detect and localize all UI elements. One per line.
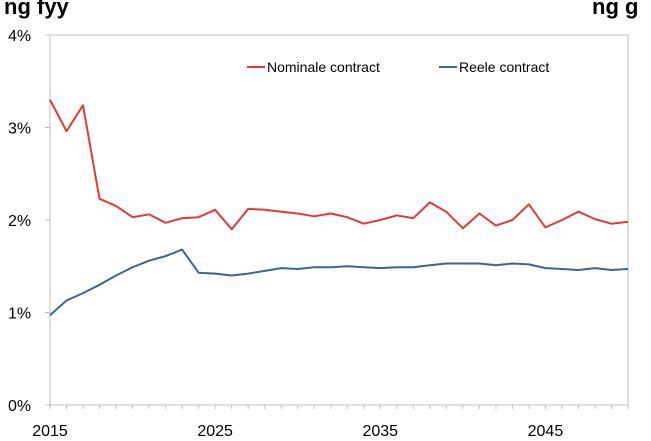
series-line-nominale-contract xyxy=(49,99,629,231)
legend-label: Nominale contract xyxy=(267,59,380,75)
series-lines xyxy=(49,99,629,317)
x-tick-label: 2025 xyxy=(197,423,233,440)
cropped-header-right: ng g xyxy=(592,0,638,19)
y-tick-label: 4% xyxy=(8,28,31,45)
x-tick-label: 2015 xyxy=(32,423,68,440)
y-tick-label: 1% xyxy=(8,306,31,323)
y-tick-label: 3% xyxy=(8,121,31,138)
x-tick-label: 2035 xyxy=(362,423,398,440)
legend-label: Reele contract xyxy=(459,59,549,75)
series-line-reele-contract xyxy=(49,248,629,317)
x-tick-label: 2045 xyxy=(528,423,564,440)
y-tick-label: 2% xyxy=(8,213,31,230)
y-axis: 0% 1% 2% 3% 4% xyxy=(8,28,50,415)
legend: Nominale contract Reele contract xyxy=(247,59,549,75)
cropped-header-left: ng fyy xyxy=(4,0,70,19)
x-axis: 2015 2025 2035 2045 xyxy=(32,405,629,440)
y-tick-label: 0% xyxy=(8,398,31,415)
